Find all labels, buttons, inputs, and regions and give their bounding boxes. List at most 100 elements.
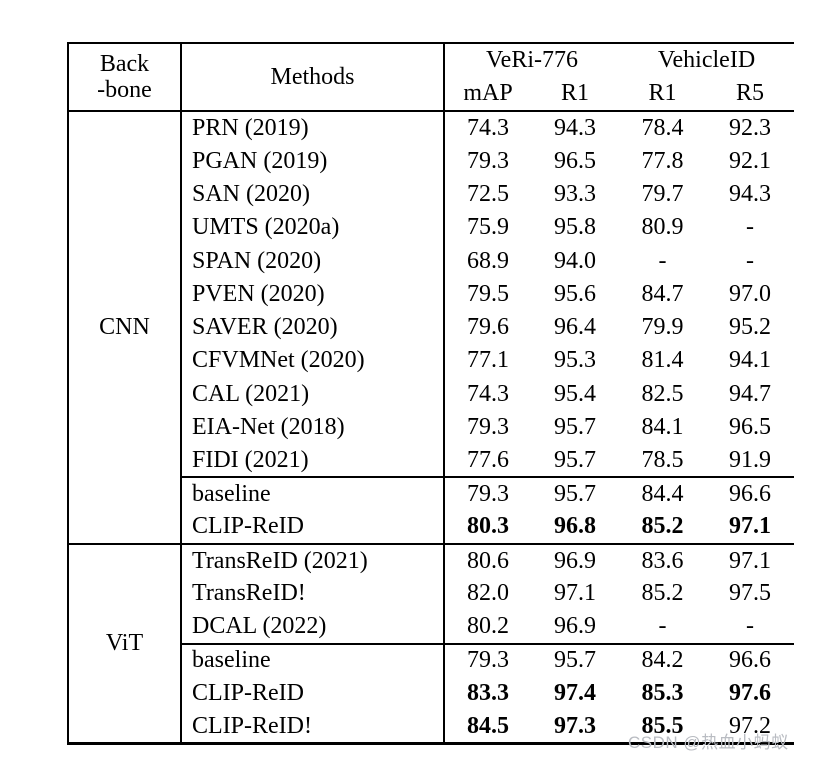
dataset-header-veri776: VeRi-776: [486, 47, 578, 74]
table-row-clipreid: CLIP-ReID 83.3 97.4 85.3 97.6: [68, 676, 794, 711]
methods-header: Methods: [181, 43, 445, 112]
value-cell: 72.5: [467, 181, 509, 207]
value-cell: 95.6: [554, 280, 596, 307]
value-cell: 85.2: [641, 580, 684, 607]
method-cell: PGAN (2019): [181, 144, 445, 178]
value-cell: 95.2: [729, 314, 771, 341]
value-cell: 97.1: [706, 542, 795, 577]
table-row: ViT TransReID (2021) 80.6 96.9 83.6 97.1: [68, 542, 795, 744]
backbone-header-line1: Back: [99, 50, 150, 77]
table-row: PVEN (2020) 79.5 95.6 84.7 97.0: [68, 277, 794, 311]
value-cell: -: [658, 613, 667, 640]
metric-header-r1-veri: R1: [531, 77, 619, 112]
value-cell: -: [746, 214, 754, 241]
value-cell: 97.0: [729, 280, 771, 307]
value-cell: 95.3: [554, 347, 596, 374]
value-cell: 79.5: [467, 280, 509, 307]
value-cell: 78.4: [641, 114, 684, 141]
value-cell: 74.3: [467, 380, 509, 407]
value-cell: 96.8: [554, 513, 596, 540]
table-row: DCAL (2022) 80.2 96.9 - -: [68, 610, 794, 644]
table-row: FIDI (2021) 77.6 95.7 78.5 91.9: [68, 443, 794, 478]
method-cell: SAN (2020): [181, 177, 445, 211]
value-cell: 97.1: [729, 513, 771, 540]
method-cell: CAL (2021): [181, 377, 445, 411]
value-cell: 95.7: [531, 476, 619, 511]
value-cell: 80.9: [641, 214, 684, 241]
value-cell: 85.5: [641, 712, 684, 739]
method-cell: TransReID (2021): [181, 542, 445, 577]
method-cell: UMTS (2020a): [181, 210, 445, 245]
value-cell: 96.4: [554, 314, 596, 341]
value-cell: 96.9: [531, 542, 619, 577]
value-cell: 80.3: [467, 513, 509, 540]
table-row: SAN (2020) 72.5 93.3 79.7 94.3: [68, 177, 794, 211]
method-cell: baseline: [181, 476, 445, 511]
value-cell: 85.2: [641, 513, 684, 540]
value-cell: 96.6: [706, 642, 795, 677]
metric-header-r1-vid: R1: [619, 77, 706, 112]
value-cell: 96.6: [706, 476, 795, 511]
value-cell: 79.9: [641, 314, 684, 341]
table-row-clipreid-full: CLIP-ReID! 84.5 97.3 85.5 97.2: [68, 710, 794, 744]
value-cell: 94.0: [554, 247, 596, 274]
method-cell: SPAN (2020): [181, 244, 445, 278]
value-cell: 85.3: [641, 680, 684, 707]
value-cell: 84.1: [641, 413, 684, 440]
table-row: CNN PRN (2019) 74.3 94.3 78.4 92.3: [68, 111, 794, 544]
value-cell: 74.3: [467, 114, 509, 141]
value-cell: 97.2: [729, 712, 771, 739]
backbone-label-cnn: CNN: [68, 111, 182, 544]
value-cell: 97.6: [729, 680, 771, 707]
value-cell: 80.6: [444, 542, 531, 577]
table-row: SAVER (2020) 79.6 96.4 79.9 95.2: [68, 310, 794, 344]
dataset-header-vehicleid: VehicleID: [657, 47, 756, 74]
value-cell: -: [746, 613, 754, 640]
backbone-header: Back -bone: [68, 43, 182, 112]
value-cell: 94.3: [554, 114, 596, 141]
value-cell: 68.9: [467, 247, 509, 274]
table-row: CAL (2021) 74.3 95.4 82.5 94.7: [68, 377, 794, 411]
value-cell: 79.7: [641, 181, 684, 207]
table-row-baseline: baseline 79.3 95.7 84.2 96.6: [68, 642, 795, 677]
value-cell: 92.3: [729, 114, 771, 141]
value-cell: 77.6: [467, 446, 509, 473]
value-cell: 97.4: [554, 680, 596, 707]
value-cell: 79.3: [467, 147, 509, 174]
value-cell: 95.4: [554, 380, 596, 407]
value-cell: 83.3: [467, 680, 509, 707]
backbone-header-line2: -bone: [97, 77, 152, 103]
value-cell: 78.5: [641, 446, 684, 473]
header-row-groups: Back -bone Methods VeRi-776 VehicleID: [68, 43, 794, 112]
value-cell: 94.7: [729, 380, 771, 407]
value-cell: 96.9: [554, 613, 596, 640]
table-row: SPAN (2020) 68.9 94.0 - -: [68, 244, 794, 278]
csdn-watermark: CSDN @热血小蚂蚁: [628, 733, 789, 752]
value-cell: 97.3: [554, 712, 596, 739]
value-cell: 83.6: [619, 542, 706, 577]
table-row-baseline: baseline 79.3 95.7 84.4 96.6: [68, 476, 795, 511]
value-cell: 94.1: [729, 347, 771, 374]
value-cell: 84.4: [619, 476, 706, 511]
table-row: EIA-Net (2018) 79.3 95.7 84.1 96.5: [68, 410, 794, 444]
value-cell: 92.1: [729, 147, 771, 174]
value-cell: 84.5: [467, 712, 509, 739]
value-cell: 91.9: [729, 446, 771, 473]
value-cell: 96.5: [554, 147, 596, 174]
value-cell: 79.3: [467, 413, 509, 440]
metric-header-map: mAP: [444, 77, 531, 112]
value-cell: 75.9: [467, 214, 509, 241]
header-row-metrics: mAP R1 R1 R5: [68, 77, 795, 112]
value-cell: 82.5: [641, 380, 684, 407]
value-cell: 79.3: [444, 476, 531, 511]
value-cell: 97.1: [554, 580, 596, 607]
value-cell: 96.5: [729, 413, 771, 440]
value-cell: 81.4: [641, 347, 684, 374]
value-cell: 79.3: [444, 642, 531, 677]
method-cell: EIA-Net (2018): [181, 410, 445, 444]
value-cell: 93.3: [554, 181, 596, 207]
method-cell: CFVMNet (2020): [181, 343, 445, 378]
value-cell: 84.2: [619, 642, 706, 677]
value-cell: 80.2: [467, 613, 509, 640]
